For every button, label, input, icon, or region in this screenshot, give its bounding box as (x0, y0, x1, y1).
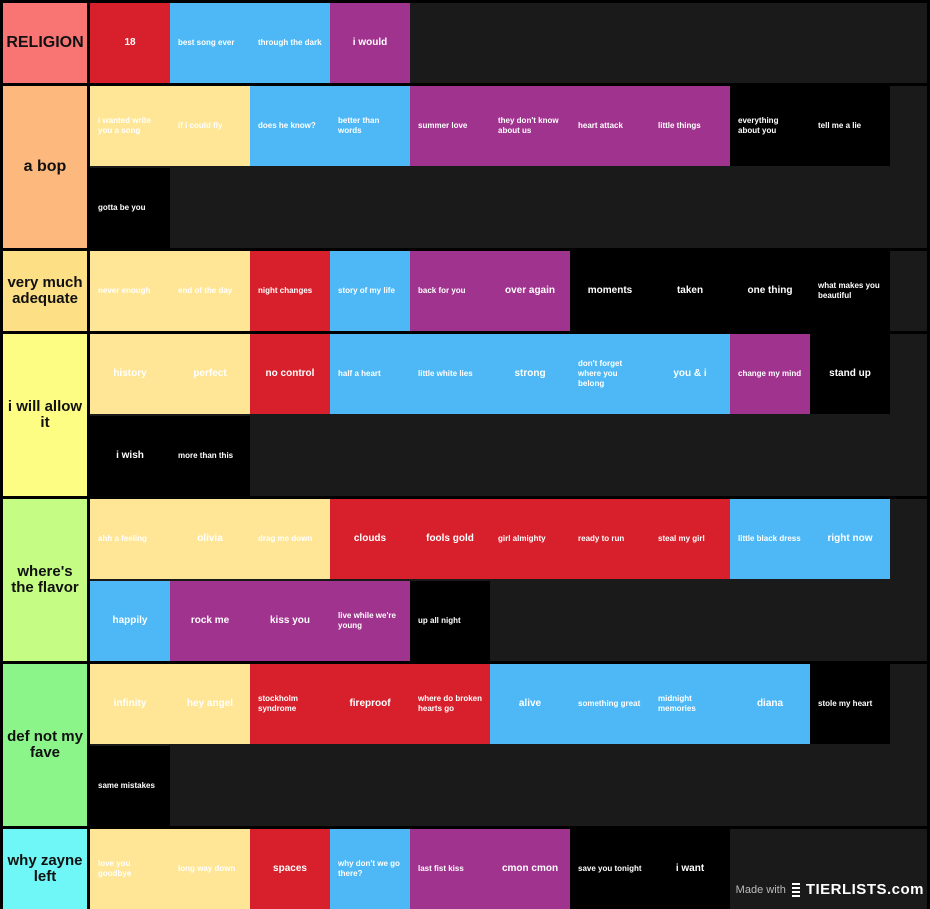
tier-item[interactable]: i would (330, 3, 410, 83)
tier-item[interactable]: through the dark (250, 3, 330, 83)
tier-item[interactable]: rock me (170, 581, 250, 661)
tier-item[interactable]: midnight memories (650, 664, 730, 744)
tier-item[interactable]: gotta be you (90, 168, 170, 248)
tier-item[interactable]: they don't know about us (490, 86, 570, 166)
tier-item[interactable]: last fist kiss (410, 829, 490, 909)
tier-item[interactable]: tell me a lie (810, 86, 890, 166)
tier-content[interactable]: history perfect no control half a heart litt… (90, 334, 927, 496)
tier-content[interactable]: i wanted write you a song if i could fly d… (90, 86, 927, 248)
tier-row: RELIGION 18 best song ever through the dark… (0, 3, 930, 83)
tier-item[interactable]: long way down (170, 829, 250, 909)
tier-item[interactable]: fireproof (330, 664, 410, 744)
tier-item[interactable]: save you tonight (570, 829, 650, 909)
tier-item[interactable]: steal my girl (650, 499, 730, 579)
tier-content[interactable]: infinity hey angel stockholm syndrome firep… (90, 664, 927, 826)
tier-content[interactable]: ahh a feeling olivia drag me down clouds foo… (90, 499, 927, 661)
tier-item[interactable]: alive (490, 664, 570, 744)
tier-item[interactable]: infinity (90, 664, 170, 744)
tier-item[interactable]: stand up (810, 334, 890, 414)
tier-item[interactable]: up all night (410, 581, 490, 661)
tier-item[interactable]: better than words (330, 86, 410, 166)
tier-item[interactable]: little black dress (730, 499, 810, 579)
tier-item[interactable]: love you goodbye (90, 829, 170, 909)
tier-item[interactable]: stole my heart (810, 664, 890, 744)
tier-item[interactable]: everything about you (730, 86, 810, 166)
tier-item[interactable]: i want (650, 829, 730, 909)
tier-item[interactable]: drag me down (250, 499, 330, 579)
tier-item[interactable]: where do broken hearts go (410, 664, 490, 744)
tier-item[interactable]: one thing (730, 251, 810, 331)
tier-label[interactable]: RELIGION (3, 3, 87, 83)
tier-item[interactable]: end of the day (170, 251, 250, 331)
tier-item[interactable]: half a heart (330, 334, 410, 414)
tier-item[interactable]: spaces (250, 829, 330, 909)
tier-content[interactable]: 18 best song ever through the dark i would (90, 3, 927, 83)
watermark-brand: TIERLISTS.com (805, 881, 924, 898)
tier-item[interactable]: strong (490, 334, 570, 414)
tier-item[interactable]: night changes (250, 251, 330, 331)
tier-row: def not my fave infinity hey angel stockhol… (0, 664, 930, 826)
tier-item[interactable]: more than this (170, 416, 250, 496)
tier-item[interactable]: over again (490, 251, 570, 331)
tier-item[interactable]: i wish (90, 416, 170, 496)
tier-item[interactable]: right now (810, 499, 890, 579)
tier-item[interactable]: 18 (90, 3, 170, 83)
tier-item[interactable]: you & i (650, 334, 730, 414)
tier-item[interactable]: if i could fly (170, 86, 250, 166)
tier-item[interactable]: something great (570, 664, 650, 744)
tier-row: i will allow it history perfect no control h… (0, 334, 930, 496)
tier-label[interactable]: why zayne left (3, 829, 87, 909)
tier-label[interactable]: def not my fave (3, 664, 87, 826)
tier-item[interactable]: moments (570, 251, 650, 331)
tier-item[interactable]: kiss you (250, 581, 330, 661)
tier-item[interactable]: heart attack (570, 86, 650, 166)
tier-content[interactable]: love you goodbye long way down spaces why d… (90, 829, 927, 909)
tier-row: very much adequate never enough end of the… (0, 251, 930, 331)
tier-item[interactable]: i wanted write you a song (90, 86, 170, 166)
tier-item[interactable]: girl almighty (490, 499, 570, 579)
tier-item[interactable]: cmon cmon (490, 829, 570, 909)
tier-item[interactable]: why don't we go there? (330, 829, 410, 909)
tier-item[interactable]: fools gold (410, 499, 490, 579)
tier-item[interactable]: history (90, 334, 170, 414)
tier-item[interactable]: ready to run (570, 499, 650, 579)
tier-item[interactable]: taken (650, 251, 730, 331)
tier-item[interactable]: little white lies (410, 334, 490, 414)
tier-item[interactable]: no control (250, 334, 330, 414)
tier-row: why zayne left love you goodbye long way d… (0, 829, 930, 909)
tier-item[interactable]: clouds (330, 499, 410, 579)
tier-item[interactable]: olivia (170, 499, 250, 579)
watermark-made-with: Made with (735, 883, 786, 896)
tier-item[interactable]: ahh a feeling (90, 499, 170, 579)
tier-label[interactable]: where's the flavor (3, 499, 87, 661)
tier-item[interactable]: change my mind (730, 334, 810, 414)
tier-item[interactable]: don't forget where you belong (570, 334, 650, 414)
tier-item[interactable]: story of my life (330, 251, 410, 331)
tier-label[interactable]: a bop (3, 86, 87, 248)
tier-item[interactable]: little things (650, 86, 730, 166)
tier-item[interactable]: hey angel (170, 664, 250, 744)
tier-label[interactable]: i will allow it (3, 334, 87, 496)
tier-item[interactable]: never enough (90, 251, 170, 331)
watermark: Made with TIERLISTS.com (736, 881, 924, 898)
tier-item[interactable]: back for you (410, 251, 490, 331)
tier-content[interactable]: never enough end of the day night changes s… (90, 251, 927, 331)
tier-item[interactable]: does he know? (250, 86, 330, 166)
tier-item[interactable]: perfect (170, 334, 250, 414)
tier-row: where's the flavor ahh a feeling olivia dra… (0, 499, 930, 661)
tier-row: a bop i wanted write you a song if i could… (0, 86, 930, 248)
tier-item[interactable]: stockholm syndrome (250, 664, 330, 744)
tier-item[interactable]: live while we're young (330, 581, 410, 661)
tier-item[interactable]: what makes you beautiful (810, 251, 890, 331)
tierlists-logo-icon (791, 882, 800, 897)
tier-item[interactable]: happily (90, 581, 170, 661)
tier-item[interactable]: same mistakes (90, 746, 170, 826)
tier-item[interactable]: best song ever (170, 3, 250, 83)
tier-item[interactable]: diana (730, 664, 810, 744)
tier-label[interactable]: very much adequate (3, 251, 87, 331)
tier-item[interactable]: summer love (410, 86, 490, 166)
